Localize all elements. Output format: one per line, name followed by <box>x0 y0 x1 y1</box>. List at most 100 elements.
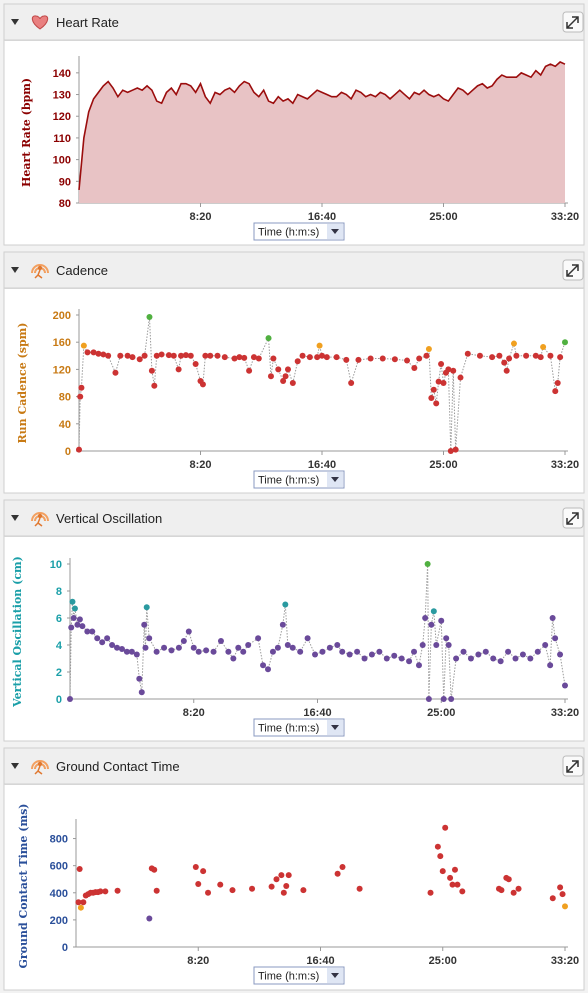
x-tick-label: 33:20 <box>551 955 579 967</box>
y-tick-label: 2 <box>56 667 62 679</box>
collapse-toggle-icon[interactable] <box>11 515 19 521</box>
panel-title: Ground Contact Time <box>56 759 180 774</box>
y-tick-label: 100 <box>53 155 71 167</box>
collapse-toggle-icon[interactable] <box>11 19 19 25</box>
data-point <box>343 356 350 363</box>
data-point <box>294 358 301 365</box>
y-axis-label: Ground Contact Time (ms) <box>17 803 30 968</box>
data-point <box>510 340 517 347</box>
y-tick-label: 6 <box>56 613 62 625</box>
data-point <box>304 635 311 642</box>
data-point <box>282 601 289 608</box>
data-point <box>284 366 291 373</box>
data-point <box>241 354 248 361</box>
data-point <box>70 615 77 621</box>
data-point <box>323 354 330 361</box>
x-tick-label: 25:00 <box>429 955 457 967</box>
data-point <box>326 644 333 651</box>
data-point <box>549 615 556 621</box>
data-point <box>547 662 554 669</box>
x-axis-select[interactable]: Time (h:m:s) <box>253 470 345 489</box>
expand-button[interactable] <box>562 11 584 33</box>
data-point <box>452 446 459 453</box>
data-point <box>205 889 212 896</box>
data-point <box>146 915 153 922</box>
y-axis-label: Heart Rate (bpm) <box>20 78 33 187</box>
data-point <box>454 881 461 888</box>
data-point <box>439 868 446 875</box>
data-point <box>460 648 467 655</box>
data-point <box>376 648 383 655</box>
data-point <box>170 352 177 359</box>
data-point <box>69 598 76 605</box>
y-tick-label: 600 <box>50 861 68 873</box>
data-point <box>368 651 375 658</box>
data-point <box>435 378 442 385</box>
expand-button[interactable] <box>562 755 584 777</box>
data-point <box>559 891 566 898</box>
data-point <box>475 651 482 658</box>
data-point <box>356 885 363 892</box>
collapse-toggle-icon[interactable] <box>11 763 19 769</box>
data-point <box>464 350 471 357</box>
x-axis-select[interactable]: Time (h:m:s) <box>253 222 345 241</box>
data-point <box>476 352 483 359</box>
data-point <box>445 642 452 648</box>
y-tick-label: 120 <box>53 364 71 376</box>
data-point <box>467 655 474 662</box>
data-point <box>207 352 214 359</box>
data-point <box>136 675 143 682</box>
data-point <box>175 644 182 651</box>
data-point <box>447 448 454 454</box>
collapse-toggle-icon[interactable] <box>11 267 19 273</box>
y-tick-label: 120 <box>53 111 71 123</box>
y-tick-label: 0 <box>62 942 68 954</box>
data-point <box>428 394 435 401</box>
data-point <box>496 352 503 359</box>
expand-icon <box>566 264 579 277</box>
expand-icon <box>566 512 579 525</box>
runner-icon <box>31 760 49 775</box>
data-point <box>146 314 153 321</box>
data-point <box>153 648 160 655</box>
data-point <box>138 689 145 696</box>
data-point <box>438 360 445 367</box>
data-point <box>562 339 568 346</box>
data-point <box>182 352 189 359</box>
data-point <box>319 648 326 655</box>
data-point <box>430 608 437 615</box>
data-point <box>425 346 432 352</box>
chart-gct: 0 200 400 600 800 8:20 16:40 25:00 33:20 Ground C… <box>17 803 579 968</box>
data-point <box>515 885 522 892</box>
data-point <box>265 666 271 673</box>
data-point <box>416 355 423 362</box>
data-point <box>354 648 361 655</box>
data-point <box>236 354 243 361</box>
expand-button[interactable] <box>562 259 584 281</box>
data-point <box>141 621 148 628</box>
data-point <box>285 872 292 879</box>
data-point <box>367 355 374 362</box>
data-point <box>214 352 221 359</box>
data-point <box>523 352 530 359</box>
x-axis-select[interactable]: Time (h:m:s) <box>253 966 345 985</box>
data-point <box>498 887 505 894</box>
y-tick-label: 4 <box>56 640 63 652</box>
data-point <box>427 889 434 896</box>
expand-icon <box>566 760 579 773</box>
data-point <box>109 642 116 648</box>
data-point <box>129 354 136 361</box>
data-point <box>133 651 140 658</box>
data-point <box>90 349 97 356</box>
x-tick-label: 33:20 <box>551 459 579 471</box>
data-point <box>203 647 210 654</box>
data-point <box>534 648 541 655</box>
data-point <box>67 696 73 702</box>
data-point <box>74 621 81 628</box>
x-axis-select[interactable]: Time (h:m:s) <box>253 718 345 737</box>
expand-button[interactable] <box>562 507 584 529</box>
data-point <box>430 386 437 393</box>
data-point <box>192 864 199 871</box>
data-point <box>443 635 450 642</box>
x-tick-label: 33:20 <box>551 707 579 719</box>
